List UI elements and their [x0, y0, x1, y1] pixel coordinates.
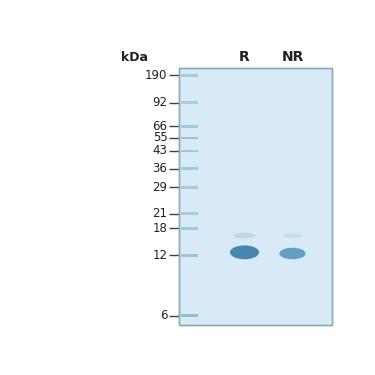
Text: kDa: kDa	[121, 51, 147, 64]
Text: 21: 21	[153, 207, 168, 220]
Text: 55: 55	[153, 132, 168, 144]
Text: 6: 6	[160, 309, 168, 322]
Text: 29: 29	[153, 181, 168, 194]
FancyBboxPatch shape	[181, 186, 198, 189]
FancyBboxPatch shape	[181, 254, 198, 257]
FancyBboxPatch shape	[181, 314, 198, 317]
FancyBboxPatch shape	[181, 136, 198, 140]
Text: 190: 190	[145, 69, 168, 82]
Text: 92: 92	[153, 96, 168, 109]
Text: NR: NR	[281, 50, 304, 64]
FancyBboxPatch shape	[181, 150, 198, 152]
FancyBboxPatch shape	[181, 227, 198, 230]
FancyBboxPatch shape	[181, 213, 198, 215]
FancyBboxPatch shape	[181, 74, 198, 77]
Text: 66: 66	[153, 120, 168, 133]
Ellipse shape	[234, 232, 255, 238]
Ellipse shape	[230, 245, 259, 259]
Text: 18: 18	[153, 222, 168, 235]
Text: 36: 36	[153, 162, 168, 175]
Ellipse shape	[279, 248, 306, 259]
FancyBboxPatch shape	[181, 101, 198, 104]
Text: 43: 43	[153, 144, 168, 158]
FancyBboxPatch shape	[179, 68, 332, 325]
FancyBboxPatch shape	[181, 167, 198, 170]
Text: 12: 12	[153, 249, 168, 262]
FancyBboxPatch shape	[181, 125, 198, 128]
Ellipse shape	[283, 233, 302, 238]
Text: R: R	[239, 50, 250, 64]
